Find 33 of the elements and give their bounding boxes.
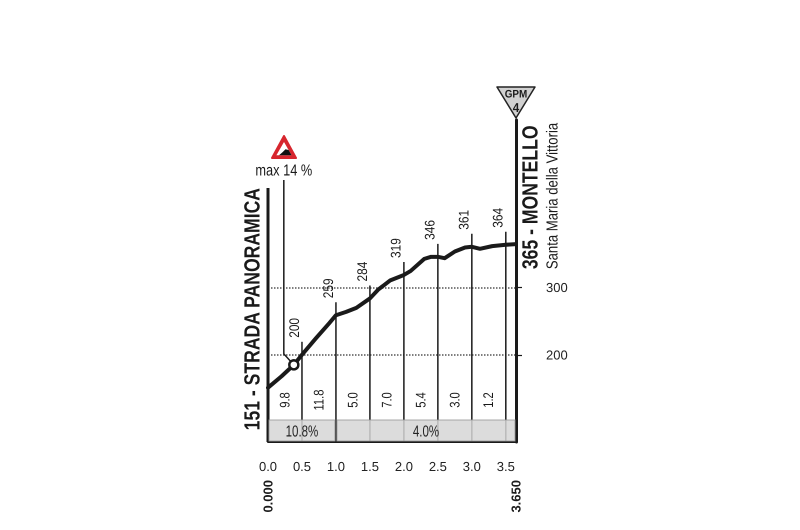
annotation: 365 - MONTELLO (518, 125, 544, 270)
x-tick-label: 2.5 (428, 459, 447, 474)
annotation: 7.0 (379, 392, 395, 408)
x2-tick-label: 0.000 (260, 480, 276, 513)
x-tick-label: 0.0 (258, 459, 278, 474)
x-tick-label: 2.0 (394, 459, 413, 474)
x-tick-label: 1.5 (360, 459, 379, 474)
x2-tick-label: 3.650 (508, 480, 524, 513)
data-label: 200 (286, 318, 302, 338)
band-label: 10.8% (286, 422, 318, 440)
annotation: 3.0 (447, 392, 463, 408)
annotation: 9.8 (277, 392, 293, 408)
y-tick-label: 300 (546, 280, 568, 296)
band-label: 4.0% (412, 422, 440, 440)
data-label: 259 (320, 278, 336, 298)
annotation: 1.2 (481, 392, 497, 408)
annotation: max 14 % (255, 162, 312, 180)
text: GPM (504, 89, 528, 101)
annotation: 5.4 (413, 392, 429, 408)
text: 4 (512, 100, 520, 116)
data-label: 346 (422, 220, 438, 240)
annotation: 151 - STRADA PANORAMICA (240, 188, 266, 430)
data-label: 319 (388, 238, 404, 258)
data-label: 364 (490, 208, 506, 228)
data-label: 284 (354, 262, 370, 282)
x-tick-label: 1.0 (326, 459, 345, 474)
annotation: Santa Maria della Vittoria (544, 122, 562, 270)
x-tick-label: 0.5 (292, 459, 312, 474)
annotation: 5.0 (345, 392, 361, 408)
data-label: 361 (456, 210, 472, 230)
annotation: 11.8 (311, 390, 327, 410)
x-tick-label: 3.5 (496, 459, 515, 474)
x-tick-label: 3.0 (462, 459, 481, 474)
